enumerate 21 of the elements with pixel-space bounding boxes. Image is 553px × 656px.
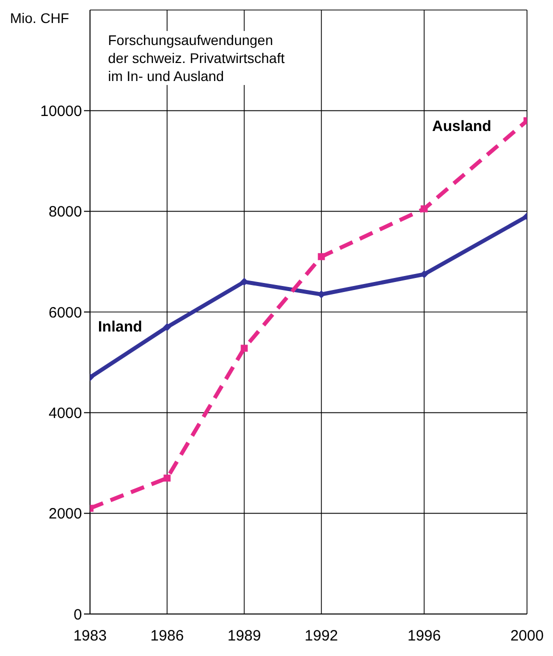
y-tick-label: 8000 xyxy=(48,204,82,221)
y-axis-title: Mio. CHF xyxy=(10,10,70,26)
x-tick-label: 2000 xyxy=(510,628,544,645)
point xyxy=(318,253,325,260)
x-tick-label: 1992 xyxy=(304,628,338,645)
point xyxy=(163,323,172,332)
text: Forschungsaufwendungen der schweiz. Privatwirtschaft im In- und Ausland xyxy=(108,31,285,85)
x-tick-label: 1989 xyxy=(228,628,261,645)
series-label: Inland xyxy=(98,318,142,336)
point xyxy=(240,344,248,352)
y-tick-label: 0 xyxy=(74,606,82,624)
series-label: Ausland xyxy=(432,118,492,135)
x-tick-label: 1996 xyxy=(407,628,441,645)
y-tick-label: 10000 xyxy=(40,102,82,120)
point xyxy=(420,205,428,212)
y-tick-label: 4000 xyxy=(48,404,82,422)
x-tick-label: 1983 xyxy=(73,628,107,645)
y-tick-label: 2000 xyxy=(48,506,82,523)
x-tick-label: 1986 xyxy=(150,628,184,645)
point xyxy=(164,474,171,482)
y-tick-label: 6000 xyxy=(48,304,82,322)
